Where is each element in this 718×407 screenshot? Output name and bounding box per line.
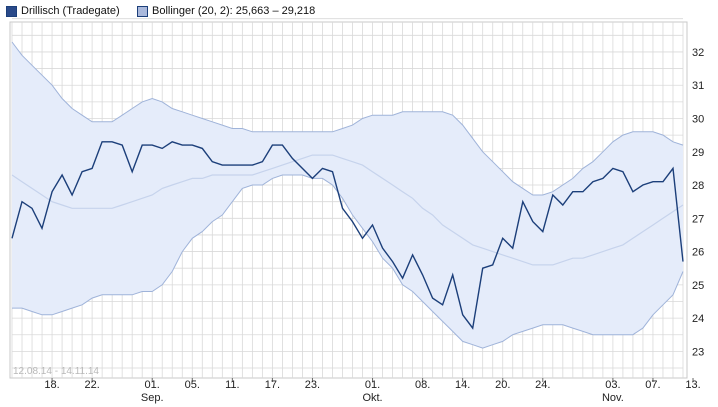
date-range-label: 12.08.14 - 14.11.14 [13, 366, 99, 377]
legend-item-price[interactable]: Drillisch (Tradegate) [6, 5, 120, 17]
month-label: Okt. [362, 392, 382, 404]
price-line [11, 141, 684, 330]
x-tick-label: 23. [305, 379, 320, 391]
bollinger-lower-line [12, 174, 684, 349]
x-tick-label: 05. [185, 379, 200, 391]
y-tick-label: 28 [692, 180, 704, 192]
bollinger-middle-line [11, 154, 684, 266]
y-tick-label: 27 [692, 213, 704, 225]
x-tick-label: 13. [685, 379, 700, 391]
y-tick-label: 23 [692, 346, 704, 358]
legend-swatch-bollinger [137, 5, 148, 17]
x-tick-label: 07. [645, 379, 660, 391]
y-tick-label: 29 [692, 147, 704, 159]
x-tick-label: 20. [495, 379, 510, 391]
x-tick-label: 14. [455, 379, 470, 391]
bollinger-upper-line [11, 41, 684, 196]
chart-legend: Drillisch (Tradegate) Bollinger (20, 2):… [0, 0, 718, 22]
legend-label-bollinger: Bollinger (20, 2): 25,663 – 29,218 [152, 5, 316, 17]
y-tick-label: 31 [692, 80, 704, 92]
bollinger-band-area [12, 42, 683, 349]
legend-swatch-price [6, 5, 17, 17]
y-tick-label: 30 [692, 113, 704, 125]
month-label: Nov. [602, 392, 624, 404]
x-tick-label: 08. [415, 379, 430, 391]
x-tick-label: 22. [84, 379, 99, 391]
x-tick-label: 18. [44, 379, 59, 391]
y-tick-label: 32 [692, 47, 704, 59]
x-tick-label: 03. [605, 379, 620, 391]
y-axis-ticks: 23 24 25 26 27 28 29 30 31 32 [692, 47, 704, 358]
y-tick-label: 24 [692, 313, 704, 325]
month-label: Sep. [141, 392, 164, 404]
y-tick-label: 26 [692, 247, 704, 259]
legend-label-price: Drillisch (Tradegate) [21, 5, 120, 17]
x-tick-label: 11. [225, 379, 239, 391]
legend-item-bollinger[interactable]: Bollinger (20, 2): 25,663 – 29,218 [137, 5, 315, 17]
x-axis-ticks: 18. 22. 01. 05. 11. 17. 23. 01. 08. 14. 20. 24. 03. 0… [44, 378, 701, 404]
x-tick-label: 24. [535, 379, 550, 391]
x-tick-label: 01. [145, 379, 160, 391]
y-tick-label: 25 [692, 280, 704, 292]
x-tick-label: 01. [365, 379, 380, 391]
x-tick-label: 17. [265, 379, 280, 391]
